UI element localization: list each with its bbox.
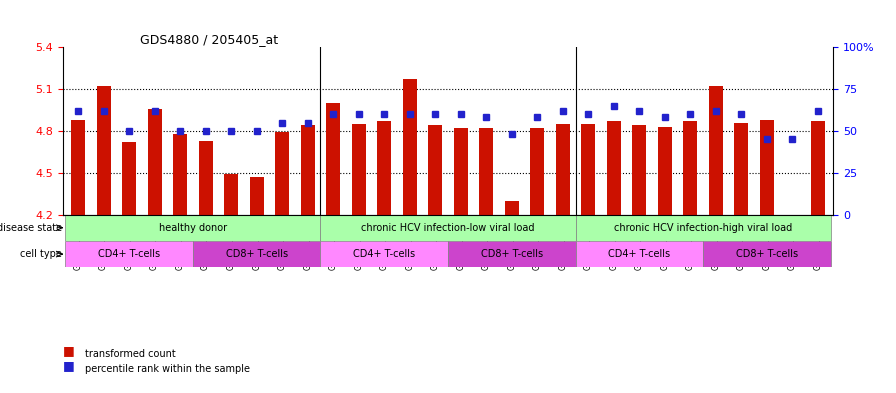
Bar xyxy=(633,125,646,215)
Bar xyxy=(760,120,774,215)
Bar xyxy=(377,121,392,215)
Bar xyxy=(224,174,238,215)
Text: ■: ■ xyxy=(63,344,74,357)
Bar xyxy=(582,124,595,215)
Text: CD8+ T-cells: CD8+ T-cells xyxy=(226,249,288,259)
Bar xyxy=(321,241,448,267)
Bar xyxy=(703,241,831,267)
Bar xyxy=(735,123,748,215)
Text: chronic HCV infection-high viral load: chronic HCV infection-high viral load xyxy=(614,223,792,233)
Bar xyxy=(504,201,519,215)
Bar xyxy=(65,215,321,241)
Bar xyxy=(326,103,340,215)
Text: CD4+ T-cells: CD4+ T-cells xyxy=(608,249,670,259)
Bar xyxy=(250,177,263,215)
Bar xyxy=(575,241,703,267)
Bar xyxy=(402,79,417,215)
Text: disease state: disease state xyxy=(0,223,62,233)
Bar xyxy=(173,134,187,215)
Text: CD4+ T-cells: CD4+ T-cells xyxy=(98,249,160,259)
Bar xyxy=(453,128,468,215)
Bar xyxy=(275,132,289,215)
Text: cell type: cell type xyxy=(21,249,62,259)
Bar xyxy=(607,121,621,215)
Bar xyxy=(684,121,697,215)
Bar xyxy=(575,215,831,241)
Bar xyxy=(199,141,212,215)
Bar xyxy=(709,86,723,215)
Bar xyxy=(428,125,443,215)
Bar xyxy=(65,241,193,267)
Bar xyxy=(71,120,85,215)
Text: healthy donor: healthy donor xyxy=(159,223,227,233)
Text: GDS4880 / 205405_at: GDS4880 / 205405_at xyxy=(140,33,278,46)
Bar xyxy=(321,215,575,241)
Bar xyxy=(193,241,321,267)
Text: CD4+ T-cells: CD4+ T-cells xyxy=(353,249,415,259)
Text: CD8+ T-cells: CD8+ T-cells xyxy=(481,249,543,259)
Bar xyxy=(148,108,161,215)
Text: CD8+ T-cells: CD8+ T-cells xyxy=(736,249,798,259)
Bar xyxy=(352,124,366,215)
Bar xyxy=(448,241,575,267)
Bar xyxy=(556,124,570,215)
Text: ■: ■ xyxy=(63,360,74,373)
Bar xyxy=(530,128,545,215)
Bar xyxy=(811,121,825,215)
Text: transformed count: transformed count xyxy=(85,349,176,359)
Text: percentile rank within the sample: percentile rank within the sample xyxy=(85,364,250,375)
Bar xyxy=(97,86,110,215)
Bar xyxy=(301,125,314,215)
Bar xyxy=(122,142,136,215)
Text: chronic HCV infection-low viral load: chronic HCV infection-low viral load xyxy=(361,223,535,233)
Bar xyxy=(479,128,494,215)
Bar xyxy=(658,127,672,215)
